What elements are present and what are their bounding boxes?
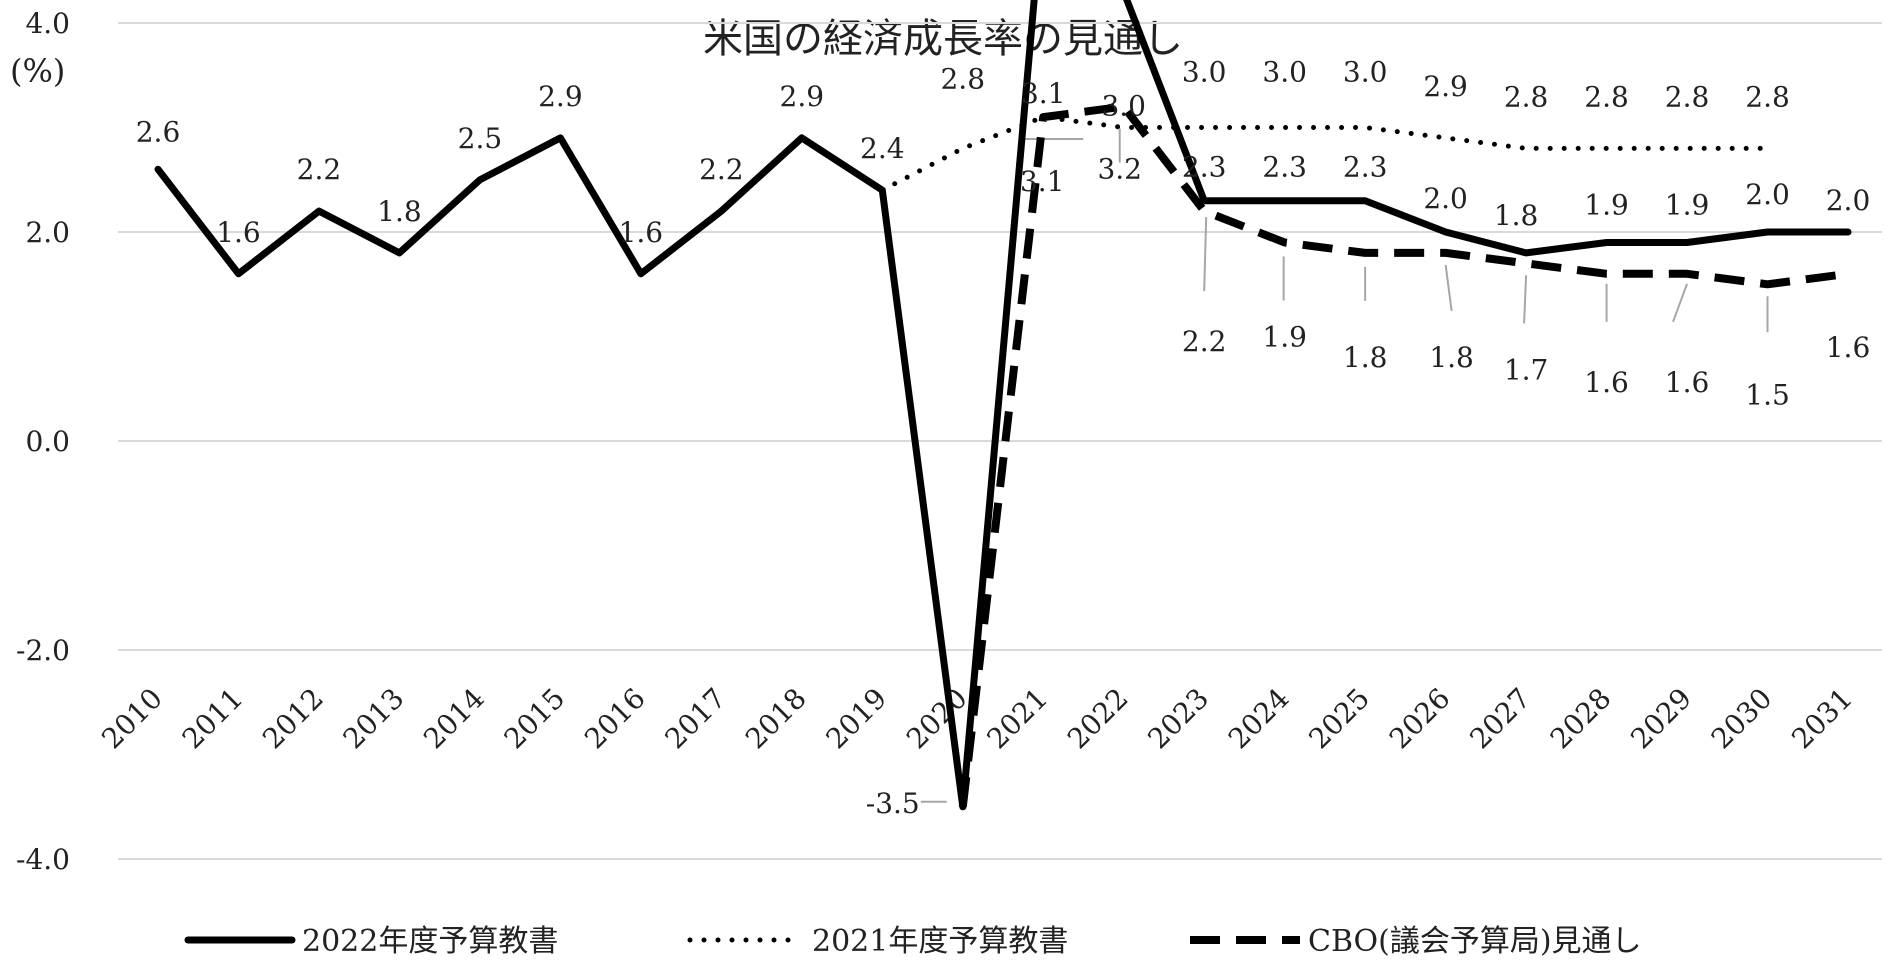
- data-label: 2.8: [1504, 80, 1549, 113]
- data-label: 2.8: [1745, 80, 1790, 113]
- data-label: 1.6: [1584, 366, 1629, 399]
- x-tick-label: 2025: [1302, 682, 1376, 756]
- data-label: 3.1: [1020, 165, 1065, 198]
- data-label: 3.0: [1101, 90, 1146, 123]
- data-label: 1.6: [1826, 331, 1871, 364]
- data-label: 2.9: [538, 80, 583, 113]
- series-line-0: [154, 0, 1852, 811]
- data-label: 1.8: [1343, 341, 1388, 374]
- data-label: 2.0: [1423, 182, 1468, 215]
- data-label: 3.0: [1262, 56, 1307, 89]
- data-label: 2.8: [1584, 80, 1629, 113]
- data-label: 2.3: [1182, 151, 1227, 184]
- label-leader-lines: [920, 128, 1769, 803]
- data-label: 1.8: [1494, 199, 1539, 232]
- data-label: 2.6: [136, 115, 181, 148]
- y-tick-label: -2.0: [16, 634, 70, 667]
- data-label: 2.8: [1665, 80, 1710, 113]
- series-lines: [154, 0, 1852, 811]
- legend-label-1: 2021年度予算教書: [812, 924, 1068, 959]
- x-tick-label: 2011: [176, 682, 250, 756]
- x-tick-label: 2015: [498, 682, 572, 756]
- data-label: 3.0: [1182, 56, 1227, 89]
- data-label: 1.9: [1665, 188, 1710, 221]
- x-tick-label: 2021: [980, 682, 1054, 756]
- data-label: 2.9: [780, 80, 825, 113]
- y-tick-label: 0.0: [25, 425, 70, 458]
- y-axis-unit-label: (%): [10, 52, 65, 90]
- data-label: 1.8: [377, 195, 422, 228]
- data-label: 2.3: [1262, 151, 1307, 184]
- data-label: 1.8: [1429, 341, 1474, 374]
- x-tick-label: 2016: [578, 682, 652, 756]
- data-labels: 2.61.62.21.82.52.91.62.22.92.4-3.55.24.3…: [136, 56, 1871, 820]
- data-label: 2.2: [1182, 325, 1227, 358]
- x-tick-label: 2030: [1705, 682, 1779, 756]
- y-tick-label: 2.0: [25, 216, 70, 249]
- series-line-1: [879, 114, 1770, 193]
- leader-line: [1672, 283, 1688, 323]
- y-tick-label: -4.0: [16, 843, 70, 876]
- x-tick-label: 2012: [256, 682, 330, 756]
- data-label: 2.0: [1826, 184, 1871, 217]
- x-tick-label: 2024: [1222, 682, 1296, 756]
- x-tick-label: 2013: [337, 682, 411, 756]
- x-tick-label: 2027: [1463, 682, 1537, 756]
- y-tick-label: 4.0: [25, 7, 70, 40]
- x-tick-label: 2014: [417, 682, 491, 756]
- series-line-2: [958, 102, 1849, 808]
- x-tick-label: 2029: [1624, 682, 1698, 756]
- data-label: 1.7: [1504, 353, 1549, 386]
- leader-line: [1444, 264, 1453, 312]
- data-label: 3.2: [1097, 153, 1142, 186]
- data-label: 2.5: [458, 122, 503, 155]
- data-label: 2.2: [297, 153, 342, 186]
- data-label: 1.9: [1262, 320, 1307, 353]
- x-tick-label: 2018: [739, 682, 813, 756]
- legend: 2022年度予算教書 2021年度予算教書 CBO(議会予算局)見通し: [184, 924, 1642, 959]
- x-tick-label: 2026: [1383, 682, 1457, 756]
- x-tick-label: 2017: [659, 682, 733, 756]
- data-label: 2.3: [1343, 151, 1388, 184]
- data-label: 1.6: [619, 216, 664, 249]
- gridlines: [118, 22, 1882, 860]
- data-label: 1.9: [1584, 188, 1629, 221]
- data-label: 1.6: [1665, 366, 1710, 399]
- x-tick-label: 2022: [1061, 682, 1135, 756]
- y-axis-ticks: 6.04.02.00.0-2.0-4.0: [16, 7, 70, 876]
- data-label: 3.1: [1021, 77, 1066, 110]
- leader-line: [1523, 275, 1528, 324]
- legend-label-0: 2022年度予算教書: [302, 924, 558, 959]
- data-label: 1.5: [1745, 378, 1790, 411]
- data-label: -3.5: [866, 787, 920, 820]
- x-tick-label: 2028: [1544, 682, 1618, 756]
- x-tick-label: 2023: [1141, 682, 1215, 756]
- data-label: 2.9: [1423, 70, 1468, 103]
- data-label: 3.0: [1343, 56, 1388, 89]
- data-label: 2.4: [860, 132, 905, 165]
- data-label: 1.6: [216, 216, 261, 249]
- legend-label-2: CBO(議会予算局)見通し: [1308, 924, 1642, 959]
- x-tick-label: 2031: [1785, 682, 1859, 756]
- x-tick-label: 2010: [95, 682, 169, 756]
- leader-line: [1203, 217, 1208, 292]
- data-label: 2.0: [1745, 178, 1790, 211]
- x-tick-label: 2019: [820, 682, 894, 756]
- x-tick-label: 2020: [900, 682, 974, 756]
- data-label: 2.2: [699, 153, 744, 186]
- data-label: 2.8: [940, 62, 985, 95]
